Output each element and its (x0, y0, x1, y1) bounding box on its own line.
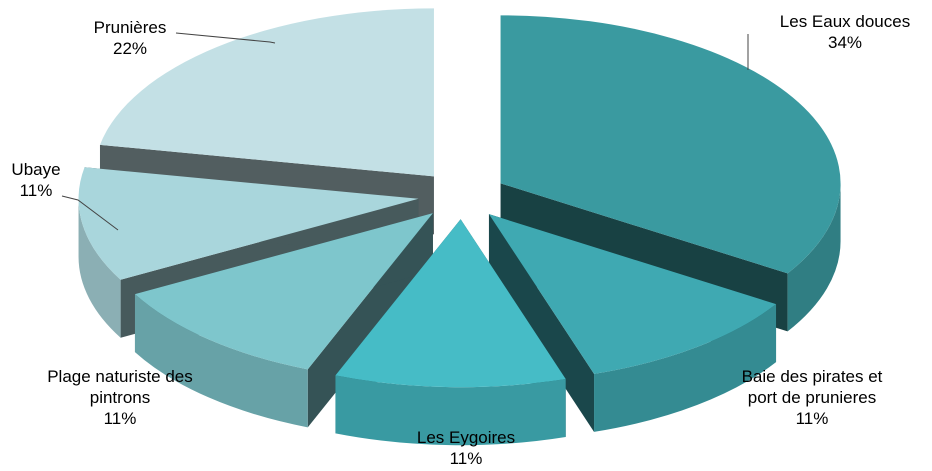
slice-name: Ubaye (11, 160, 60, 179)
pie-slice-baie-des-pirates-et-port-de-prunieres (488, 214, 777, 432)
slice-top (99, 8, 434, 177)
data-label-ubaye: Ubaye 11% (11, 160, 119, 231)
slice-wall (488, 214, 595, 432)
slice-top (78, 167, 419, 280)
slice-name: Prunières (94, 18, 167, 37)
pie-slice-les-eygoires (335, 219, 566, 446)
data-label-plage-naturiste-des-pintrons: Plage naturiste des pintrons 11% (47, 367, 193, 428)
slice-top (134, 213, 433, 370)
data-label-baie-des-pirates-et-port-de-prunieres: Baie des pirates et port de prunieres 11% (742, 367, 883, 428)
slice-name: port de prunieres (748, 388, 877, 407)
slice-name: Baie des pirates et (742, 367, 883, 386)
slice-percent: 11% (104, 409, 137, 428)
slice-name: Les Eygoires (417, 428, 515, 447)
slice-side (78, 198, 121, 338)
slice-side (594, 304, 777, 432)
slice-side (335, 375, 566, 446)
data-label-les-eaux-douces: Les Eaux douces 34% (747, 12, 910, 70)
slices-layer (78, 8, 841, 446)
data-label-les-eygoires: Les Eygoires 11% (417, 428, 515, 468)
slice-side (787, 183, 841, 332)
leader-line (61, 195, 119, 231)
slice-top (500, 15, 841, 274)
slice-percent: 11% (450, 449, 483, 468)
slice-percent: 34% (828, 33, 862, 52)
slice-top (488, 214, 777, 374)
labels-layer: Les Eaux douces 34% Baie des pirates et por… (11, 12, 910, 468)
slice-name: pintrons (90, 388, 150, 407)
slice-percent: 11% (796, 409, 829, 428)
leader-line (175, 32, 276, 44)
pie-slice-plage-naturiste-des-pintrons (134, 213, 433, 428)
slice-percent: 22% (113, 39, 147, 58)
slice-name: Les Eaux douces (780, 12, 910, 31)
slice-top (335, 219, 566, 388)
data-label-prunieres: Prunières 22% (94, 18, 276, 58)
slice-side (134, 294, 308, 428)
slice-name: Plage naturiste des (47, 367, 193, 386)
slice-percent: 11% (20, 181, 53, 200)
